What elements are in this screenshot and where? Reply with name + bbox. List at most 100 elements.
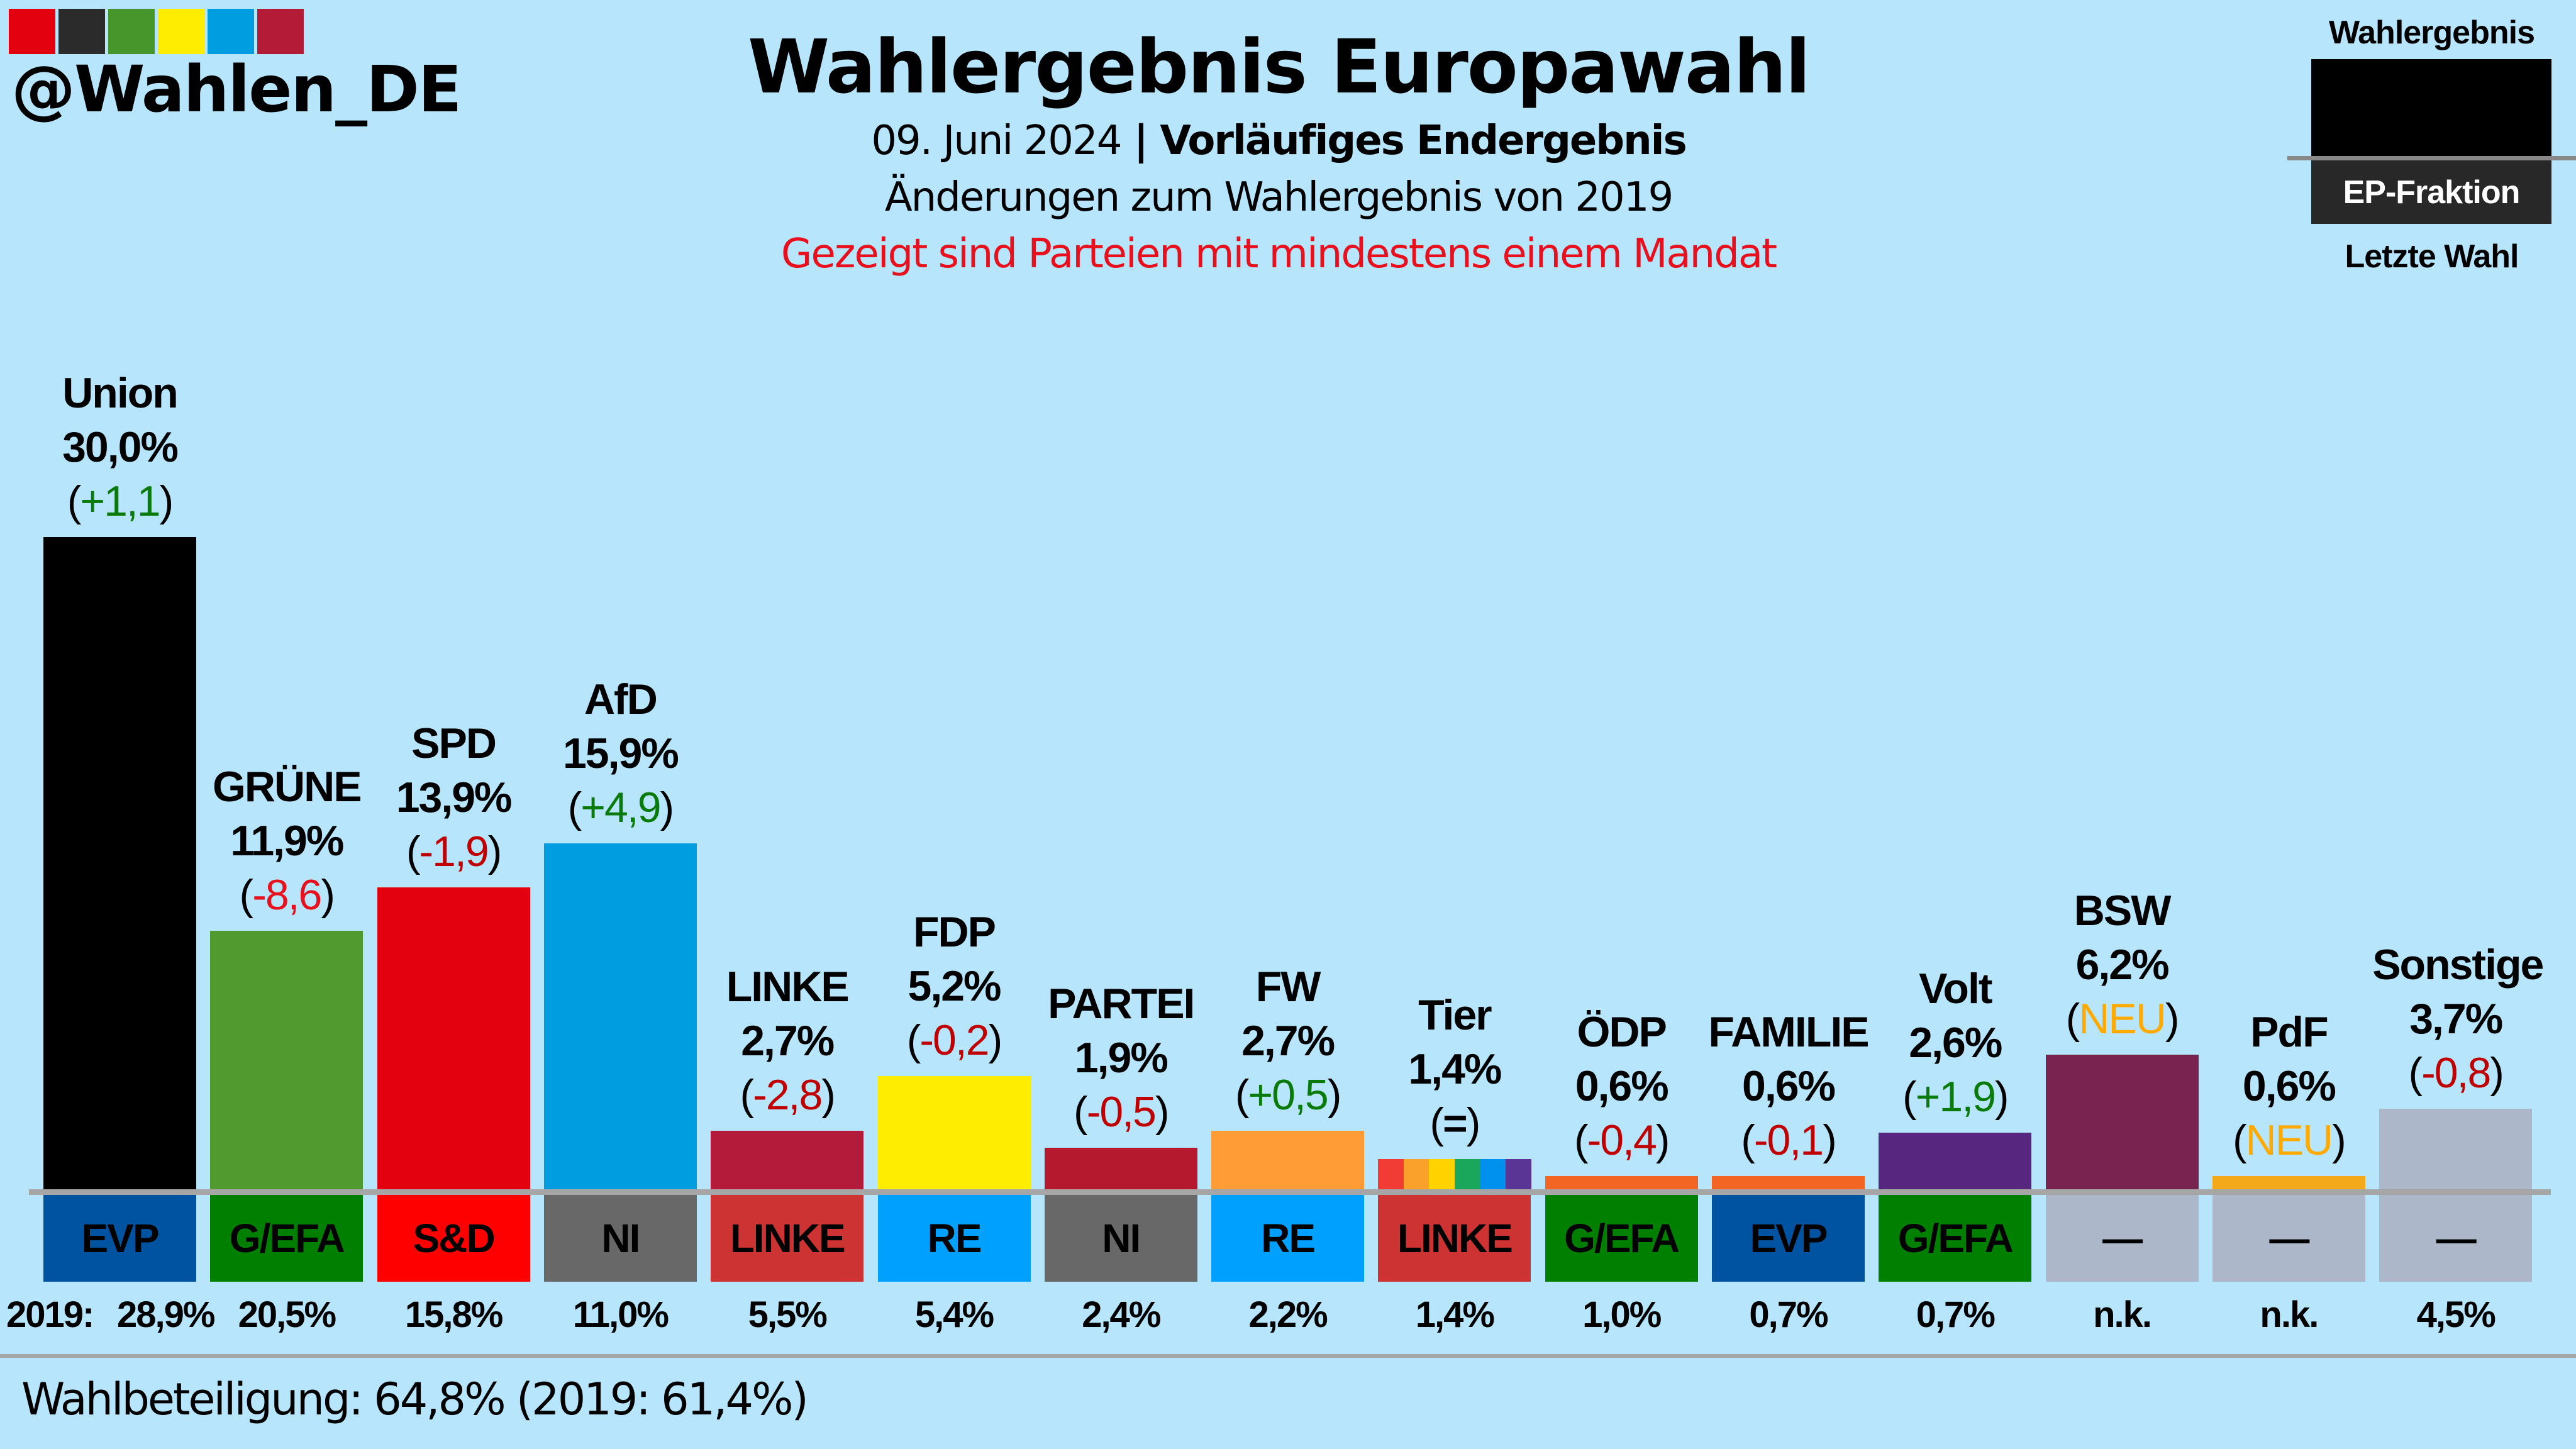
change-value: -0,1 — [1753, 1116, 1824, 1165]
chart-title: Wahlergebnis Europawahl — [747, 23, 1811, 110]
change-value: -0,5 — [1086, 1088, 1157, 1136]
logo-square — [9, 9, 55, 54]
legend-result-swatch — [2311, 59, 2551, 156]
separator: | — [1121, 118, 1160, 164]
data-label: 0,6% — [2242, 1062, 2336, 1111]
data-label: 0,6% — [1742, 1062, 1836, 1111]
bar-label-pdf: PdF 0,6% (NEU) — [2206, 1005, 2372, 1167]
data-label: 2,6% — [1909, 1019, 2002, 1067]
bar-volt — [1879, 1133, 2032, 1189]
change-label: (+1,1) — [67, 477, 174, 525]
bar-label-fdp: FDP 5,2% (-0,2) — [871, 905, 1038, 1067]
change-label: (-0,1) — [1741, 1116, 1836, 1165]
party-name: ÖDP — [1577, 1008, 1667, 1057]
logo-square — [108, 9, 155, 54]
bar-tier — [1378, 1158, 1531, 1189]
data-label: 11,9% — [230, 816, 344, 865]
bar-stripe — [1480, 1158, 1506, 1189]
data-label: 3,7% — [2409, 995, 2503, 1043]
party-name: PdF — [2250, 1008, 2328, 1057]
bar-label-fw: FW 2,7% (+0,5) — [1204, 960, 1371, 1122]
logo-square — [257, 9, 304, 54]
ep-group-tier: LINKE — [1378, 1195, 1531, 1282]
data-label: 2,7% — [1241, 1016, 1335, 1065]
bar-label-familie: FAMILIE 0,6% (-0,1) — [1705, 1005, 1872, 1167]
previous-value-oedp: 1,0% — [1582, 1294, 1662, 1335]
footer-divider — [0, 1354, 2576, 1358]
change-value: -0,8 — [2421, 1049, 2491, 1097]
bar-stripe — [1505, 1158, 1531, 1189]
election-date: 09. Juni 2024 — [871, 118, 1122, 164]
change-label: (-0,5) — [1074, 1088, 1169, 1136]
previous-value-bsw: n.k. — [2093, 1294, 2152, 1335]
previous-value-fdp: 5,4% — [914, 1294, 994, 1335]
ep-group-afd: NI — [543, 1195, 697, 1282]
data-label: 0,6% — [1575, 1062, 1669, 1111]
bar-stripe — [1429, 1158, 1455, 1189]
bar-label-linke: LINKE 2,7% (-2,8) — [704, 960, 870, 1122]
ep-group-familie: EVP — [1712, 1195, 1865, 1282]
change-value: -0,2 — [919, 1016, 989, 1065]
bar-afd — [543, 843, 697, 1189]
change-label: (-1,9) — [406, 827, 502, 875]
bar-stripe — [1454, 1158, 1480, 1189]
change-label: (NEU) — [2232, 1116, 2346, 1165]
ep-group-fdp: RE — [877, 1195, 1031, 1282]
data-label: 15,9% — [562, 730, 679, 778]
change-label: (+1,9) — [1902, 1073, 2009, 1121]
previous-value-tier: 1,4% — [1415, 1294, 1495, 1335]
legend-result-label: Wahlergebnis — [2328, 14, 2535, 51]
change-value: NEU — [2079, 994, 2167, 1043]
ep-group-bsw: — — [2045, 1195, 2199, 1282]
change-value: -0,4 — [1587, 1116, 1657, 1165]
data-label: 6,2% — [2075, 940, 2170, 989]
subtitle: Änderungen zum Wahlergebnis von 2019 — [884, 174, 1674, 221]
data-label: 30,0% — [62, 423, 179, 471]
change-label: (-2,8) — [740, 1070, 835, 1119]
party-name: FW — [1255, 962, 1321, 1011]
bar-gruene — [210, 930, 364, 1189]
bar-label-volt: Volt 2,6% (+1,9) — [1872, 962, 2038, 1124]
change-label: (-0,4) — [1574, 1116, 1670, 1165]
party-name: Sonstige — [2372, 941, 2544, 989]
bar-label-gruene: GRÜNE 11,9% (-8,6) — [203, 760, 370, 922]
bar-label-spd: SPD 13,9% (-1,9) — [370, 716, 537, 879]
previous-election-prefix: 2019: — [6, 1294, 94, 1335]
party-name: Tier — [1418, 991, 1492, 1039]
date-status-line: 09. Juni 2024 | Vorläufiges Endergebnis — [0, 121, 2557, 161]
bar-stripe — [1403, 1158, 1430, 1189]
previous-value-partei: 2,4% — [1082, 1294, 1161, 1335]
turnout-text: Wahlbeteiligung: 64,8% (2019: 61,4%) — [21, 1374, 809, 1425]
previous-value-linke: 5,5% — [748, 1294, 828, 1335]
change-label: (-0,2) — [906, 1016, 1002, 1065]
party-name: LINKE — [726, 962, 850, 1011]
party-name: Volt — [1919, 965, 1992, 1013]
bar-pdf — [2212, 1176, 2365, 1189]
data-label: 13,9% — [396, 773, 513, 821]
bar-label-partei: PARTEI 1,9% (-0,5) — [1038, 977, 1204, 1139]
bar-label-union: Union 30,0% (+1,1) — [36, 366, 203, 528]
brand-handle: @Wahlen_DE — [11, 52, 462, 127]
change-value: NEU — [2245, 1116, 2334, 1165]
bar-label-oedp: ÖDP 0,6% (-0,4) — [1538, 1005, 1705, 1167]
bar-sonstige — [2379, 1109, 2533, 1189]
ep-group-union: EVP — [43, 1195, 196, 1282]
change-value: +4,9 — [580, 784, 661, 832]
result-status: Vorläufiges Endergebnis — [1160, 118, 1687, 164]
change-label: (-0,8) — [2408, 1049, 2504, 1097]
logo-square — [208, 9, 254, 54]
previous-value-afd: 11,0% — [572, 1294, 669, 1335]
note: Gezeigt sind Parteien mit mindestens ein… — [780, 231, 1777, 277]
change-value: = — [1443, 1099, 1468, 1147]
bar-familie — [1712, 1176, 1865, 1189]
previous-value-spd: 15,8% — [404, 1294, 503, 1335]
legend-last-election-label: Letzte Wahl — [2345, 238, 2519, 275]
party-name: PARTEI — [1048, 980, 1195, 1028]
ep-group-partei: NI — [1044, 1195, 1197, 1282]
data-label: 1,4% — [1408, 1045, 1502, 1093]
bar-bsw — [2045, 1054, 2199, 1189]
party-name: SPD — [411, 719, 497, 767]
change-value: -1,9 — [419, 827, 489, 875]
bar-label-tier: Tier 1,4% (=) — [1371, 988, 1538, 1150]
